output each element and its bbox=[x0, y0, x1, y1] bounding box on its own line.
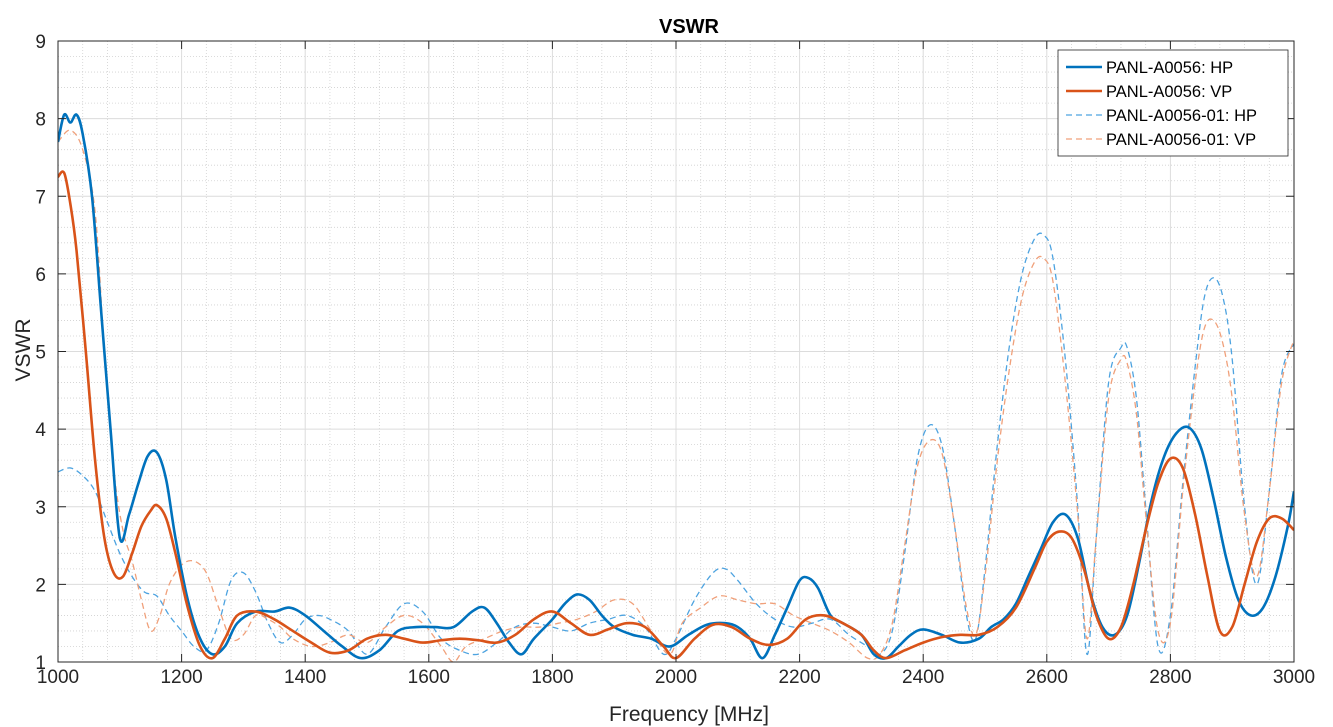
y-tick-label: 1 bbox=[35, 653, 46, 674]
legend-entry: PANL-A0056-01: HP bbox=[1106, 107, 1257, 125]
x-tick-label: 2800 bbox=[1149, 667, 1191, 688]
y-tick-label: 3 bbox=[35, 498, 46, 519]
y-tick-label: 8 bbox=[35, 110, 46, 131]
y-tick-label: 5 bbox=[35, 343, 46, 364]
legend-entry: PANL-A0056-01: VP bbox=[1106, 131, 1256, 149]
y-tick-label: 6 bbox=[35, 265, 46, 286]
series-line-panl-a0056-01-vp bbox=[58, 129, 1294, 663]
x-tick-label: 1800 bbox=[531, 667, 573, 688]
x-tick-label: 2000 bbox=[655, 667, 697, 688]
series-line-panl-a0056-01-hp bbox=[58, 232, 1294, 656]
y-tick-label: 9 bbox=[35, 32, 46, 53]
legend: PANL-A0056: HP PANL-A0056: VP PANL-A0056-0… bbox=[1057, 49, 1289, 157]
y-tick-label: 7 bbox=[35, 187, 46, 208]
x-tick-label: 2200 bbox=[778, 667, 820, 688]
x-tick-label: 1000 bbox=[37, 667, 79, 688]
legend-entry: PANL-A0056: VP bbox=[1106, 83, 1232, 101]
x-axis-label: Frequency [MHz] bbox=[609, 703, 769, 726]
series-line-panl-a0056-hp bbox=[58, 112, 1294, 660]
y-tick-label: 4 bbox=[35, 420, 46, 441]
y-axis-label: VSWR bbox=[12, 319, 35, 382]
chart-title: VSWR bbox=[659, 16, 720, 38]
x-tick-labels: 1000 1200 1400 1600 1800 2000 2200 2400 2600 2800… bbox=[37, 667, 1315, 688]
x-tick-label: 1200 bbox=[160, 667, 202, 688]
series-line-panl-a0056-vp bbox=[58, 170, 1294, 660]
x-tick-label: 2600 bbox=[1026, 667, 1068, 688]
y-tick-labels: 1 2 3 4 5 6 7 8 9 bbox=[35, 32, 46, 674]
x-tick-label: 1400 bbox=[284, 667, 326, 688]
legend-entry: PANL-A0056: HP bbox=[1106, 59, 1233, 77]
x-tick-label: 1600 bbox=[408, 667, 450, 688]
y-tick-label: 2 bbox=[35, 575, 46, 596]
tick-marks bbox=[57, 40, 1295, 663]
series-layer bbox=[58, 112, 1294, 663]
x-tick-label: 3000 bbox=[1273, 667, 1315, 688]
x-tick-label: 2400 bbox=[902, 667, 944, 688]
